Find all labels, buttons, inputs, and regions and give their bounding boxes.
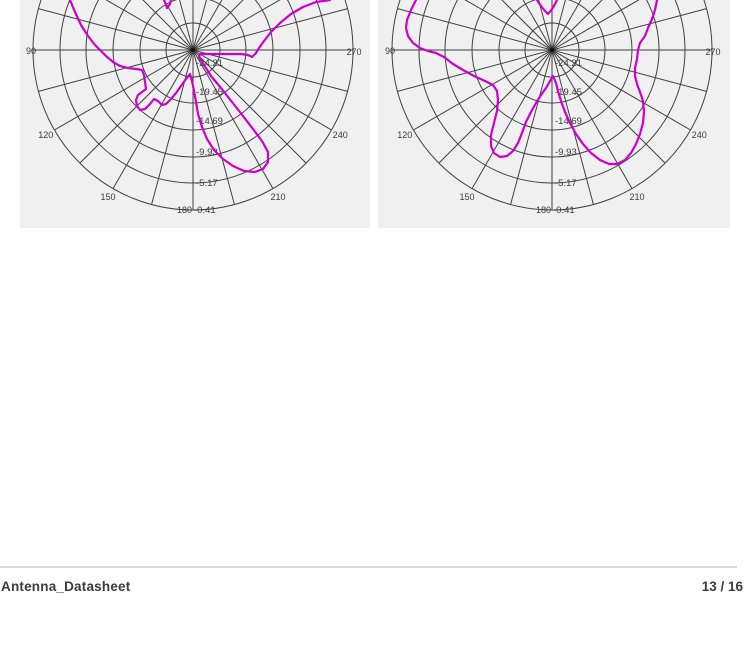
radiation-pattern-curve: [404, 0, 659, 166]
angle-tick-label: 90: [26, 46, 36, 56]
angle-tick-label: 180: [177, 205, 192, 215]
radiation-pattern-curve: [162, 0, 173, 10]
angle-tick-label: 120: [38, 130, 53, 140]
radiation-pattern-panel-left: 90 120 150 180 210 240 270 -24.21 -19.45 -14.69 -9…: [20, 0, 370, 228]
angle-tick-label: 210: [629, 192, 644, 202]
radial-tick-label: -9.93: [196, 147, 218, 158]
angle-tick-label: 210: [270, 192, 285, 202]
document-title: Antenna_Datasheet: [1, 579, 131, 594]
angle-tick-label: 150: [459, 192, 474, 202]
polar-center-dot: [549, 47, 555, 53]
radial-tick-label: -19.45: [555, 87, 582, 98]
angle-tick-label: 270: [346, 47, 361, 57]
angle-tick-label: 240: [333, 130, 348, 140]
radial-tick-label: -14.69: [196, 116, 223, 127]
radiation-pattern-curve: [535, 0, 559, 16]
angle-tick-label: 150: [100, 192, 115, 202]
angle-tick-label: 270: [705, 47, 720, 57]
radiation-pattern-panel-right: 90 120 150 180 210 240 270 -24.21 -19.45 -14.69 -9…: [378, 0, 730, 228]
radial-tick-label: -24.21: [555, 58, 582, 69]
angle-tick-label: 120: [397, 130, 412, 140]
radial-tick-label: -0.41: [553, 205, 575, 216]
angle-tick-label: 180: [536, 205, 551, 215]
radial-tick-label: -9.93: [555, 147, 577, 158]
polar-center-dot: [190, 47, 196, 53]
polar-plot-left: 90 120 150 180 210 240 270 -24.21 -19.45 -14.69 -9…: [26, 0, 362, 216]
radiation-pattern-curve: [68, 0, 332, 174]
radial-tick-label: -5.17: [196, 178, 218, 189]
radial-tick-label: -5.17: [555, 178, 577, 189]
page-indicator: 13 / 16: [701, 579, 743, 594]
angle-tick-label: 90: [385, 46, 395, 56]
footer-divider: [0, 566, 737, 568]
polar-plot-right: 90120150180210240270-24.21-19.45-14.69-9…: [385, 0, 721, 216]
angle-tick-label: 240: [692, 130, 707, 140]
radial-tick-label: -24.21: [196, 58, 223, 69]
radial-tick-label: -0.41: [194, 205, 216, 216]
radial-tick-label: -19.45: [196, 87, 223, 98]
